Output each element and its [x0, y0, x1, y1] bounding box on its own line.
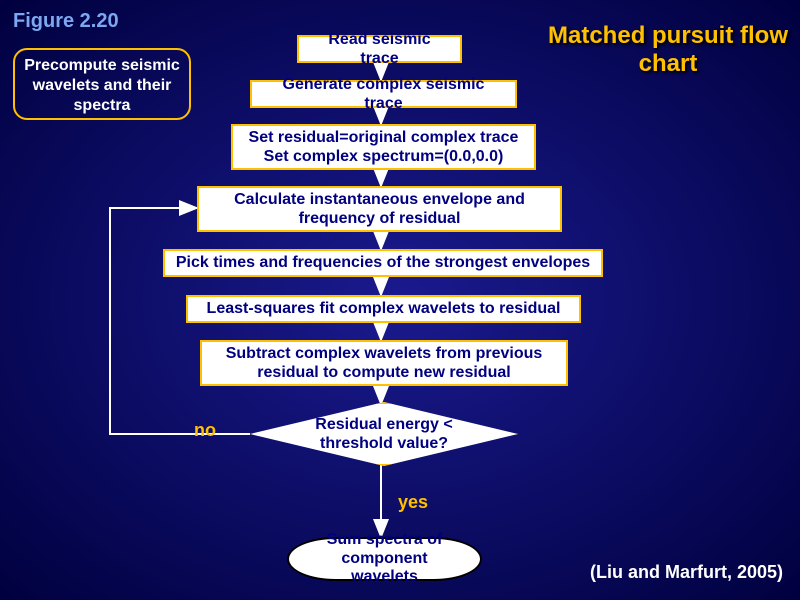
node-read-text: Read seismic trace: [309, 30, 450, 68]
node-pick: Pick times and frequencies of the strong…: [163, 249, 603, 277]
node-decision-text: Residual energy < threshold value?: [284, 415, 484, 453]
node-precompute-text: Precompute seismic wavelets and their sp…: [24, 57, 180, 114]
node-setres-text: Set residual=original complex trace Set …: [243, 128, 524, 166]
node-read: Read seismic trace: [297, 35, 462, 63]
label-yes: yes: [398, 492, 428, 513]
label-no: no: [194, 420, 216, 441]
chart-title: Matched pursuit flow chart: [548, 22, 788, 77]
node-setres: Set residual=original complex trace Set …: [231, 124, 536, 170]
figure-label: Figure 2.20: [13, 10, 119, 33]
node-precompute: Precompute seismic wavelets and their sp…: [13, 48, 191, 120]
node-lsq: Least-squares fit complex wavelets to re…: [186, 295, 581, 323]
node-calc: Calculate instantaneous envelope and fre…: [197, 186, 562, 232]
node-generate-text: Generate complex seismic trace: [262, 75, 505, 113]
node-subtract: Subtract complex wavelets from previous …: [200, 340, 568, 386]
node-calc-text: Calculate instantaneous envelope and fre…: [209, 190, 550, 228]
citation: (Liu and Marfurt, 2005): [590, 562, 783, 583]
node-subtract-text: Subtract complex wavelets from previous …: [212, 344, 556, 382]
node-decision: Residual energy < threshold value?: [250, 402, 518, 466]
node-sum: Sum spectra of component wavelets: [287, 537, 482, 581]
node-generate: Generate complex seismic trace: [250, 80, 517, 108]
node-pick-text: Pick times and frequencies of the strong…: [176, 253, 590, 272]
node-sum-text: Sum spectra of component wavelets: [311, 531, 458, 586]
node-lsq-text: Least-squares fit complex wavelets to re…: [207, 299, 561, 318]
